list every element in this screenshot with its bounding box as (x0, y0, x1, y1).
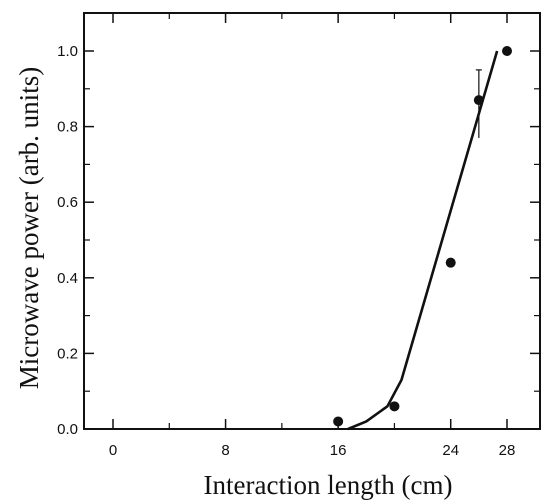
x-axis-title: Interaction length (cm) (204, 470, 453, 500)
plot-border (83, 12, 541, 430)
axis-ticks (84, 13, 540, 430)
y-tick-label: 1.0 (57, 43, 78, 60)
x-tick-labels: 0 8 16 24 28 (109, 442, 516, 459)
plot-frame (83, 12, 541, 430)
data-point (333, 416, 344, 427)
fit-line (347, 50, 499, 431)
y-tick-label: 0.0 (57, 421, 78, 438)
x-tick-label: 24 (442, 442, 459, 459)
x-tick-label: 16 (330, 442, 347, 459)
data-point (445, 257, 456, 268)
y-tick-label: 0.2 (57, 345, 78, 362)
y-axis-title: Microwave power (arb. units) (14, 67, 44, 389)
y-tick-label: 0.8 (57, 119, 78, 136)
x-tick-label: 8 (221, 442, 229, 459)
data-point (502, 46, 512, 56)
y-tick-labels: 0.0 0.2 0.4 0.6 0.8 1.0 (57, 43, 78, 438)
data-point (389, 401, 400, 412)
x-tick-label: 28 (499, 442, 516, 459)
y-tick-label: 0.4 (57, 270, 78, 287)
data-series (333, 46, 512, 431)
y-tick-label: 0.6 (57, 194, 78, 211)
x-tick-label: 0 (109, 442, 117, 459)
